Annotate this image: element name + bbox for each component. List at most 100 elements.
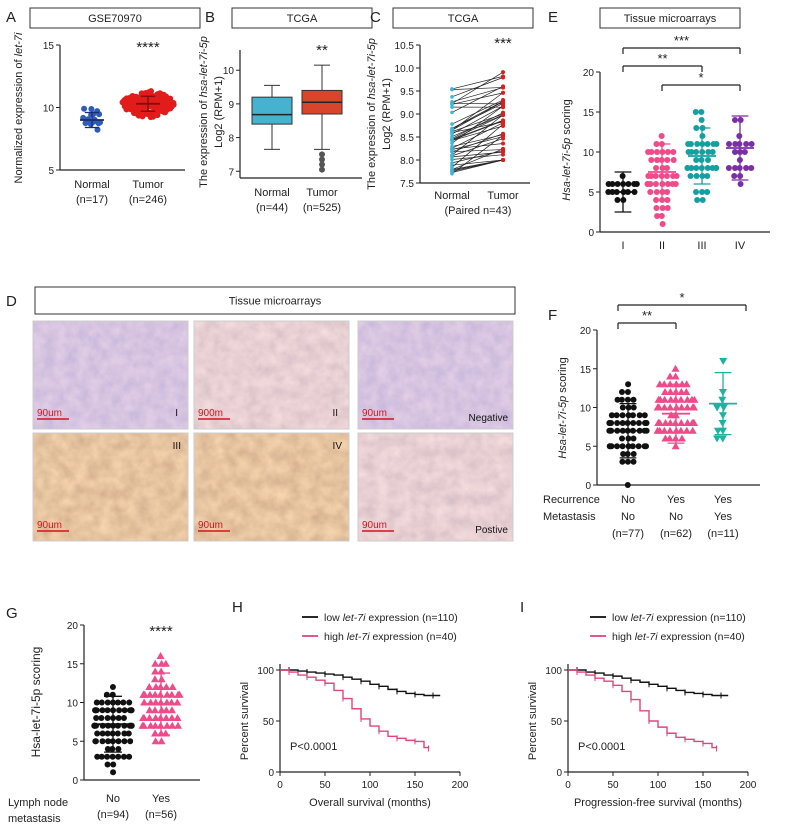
y-label-f: Hsa-let-7i-5p scoring [557,357,569,459]
score-f-2-point [660,403,669,411]
score-f-2-point [690,419,699,426]
score-f-1-point [619,404,626,411]
score-e-2-point [663,173,670,179]
score-f-2-point [654,395,663,403]
score-g-1-point [116,707,123,714]
km-curve-low [280,669,441,697]
score-e-4-point [736,133,743,139]
km-curve-high [280,669,430,749]
pair-line [451,76,504,90]
score-f-2-point [689,403,698,411]
score-g-2-point [151,714,160,721]
score-e-3-point [699,197,706,203]
tissue-image: 90um IV [193,432,350,542]
pair-line [451,71,504,104]
tumor-point [501,141,505,146]
score-f-2-point [653,403,662,411]
normal-point [450,157,454,162]
score-g-1-point [98,699,105,706]
score-g-1-point [104,753,111,760]
score-e-3-point [693,157,700,163]
score-f-1-point [630,420,637,426]
tissue-texture [33,321,188,429]
x-cat-n-a: (n=17) [76,194,108,206]
score-e-3-point [685,141,692,147]
score-f-1-point [614,420,621,426]
score-g-2-point [162,706,171,714]
outlier-point [319,151,325,158]
score-g-2-point [146,721,155,729]
score-e-2-point [654,157,661,163]
score-e-2-point [664,189,671,195]
score-g-1-point [121,738,128,745]
score-f-1-point [613,412,620,419]
tumor-point [156,104,163,111]
score-g-2-point [173,714,182,721]
axis-b-tick-label: 8 [228,134,234,145]
axis-e-tick-label: 0 [588,228,594,239]
score-f-2-point [666,395,675,403]
score-e-3-point [704,189,711,195]
score-e-4-point [743,141,750,147]
score-e-2-point [653,165,660,171]
header-b-box [231,7,373,29]
tissue-texture [358,433,513,541]
score-f-1-point [624,389,631,395]
score-g-1-point [92,707,99,714]
tissue-frame [32,320,189,430]
axis-e-tick-label: 10 [583,148,595,159]
score-e-1-point [625,181,632,187]
score-e-3-point [687,173,694,179]
score-f-2-point [678,434,687,442]
score-e-2-point [670,149,677,155]
score-f-1-point [635,420,642,426]
score-f-2-point [666,426,675,434]
panel-letter-a: A [6,9,16,26]
tumor-point [501,134,505,139]
panel-letter-f: F [548,307,557,324]
score-f-2-point [677,403,686,411]
score-f-1-point [619,443,626,450]
pair-line [451,121,504,133]
axis-b-tick-label: 9 [228,100,234,111]
normal-point [450,102,454,107]
x-tick-label-i: 200 [740,780,757,791]
normal-point [450,95,454,99]
plot-layer: A GSE70970 5 10 15 Normalized expression of l… [6,7,770,825]
axis-f-tick-label: 15 [580,365,592,376]
pval-i: P<0.0001 [578,741,625,753]
score-e-3-point [694,197,701,203]
tissue-texture [33,433,188,541]
x-label-h: Overall survival (months) [309,797,431,809]
sig-e-1-label: *** [674,33,689,48]
score-g-2-point [138,721,147,729]
score-f-1-point [618,389,625,395]
axis-f-tick-label: 5 [585,442,591,453]
normal-point [450,126,454,131]
score-e-4-point [726,141,733,147]
y-label-e: Hsa-let-7i-5p scoring [561,99,573,201]
score-e-2-point [652,173,659,179]
tissue-image: 90um Negative [357,320,514,430]
score-e-2-point [659,221,666,227]
score-f-2-point [683,403,692,411]
score-e-2-point [647,189,654,195]
tissue-tag: III [173,441,181,452]
scale-label: 90um [362,520,387,531]
score-g-1-point [125,730,132,737]
axis-b-tick-label: 7 [228,167,234,178]
normal-point [450,168,454,173]
score-f-1-point [641,412,648,419]
pair-line [451,124,504,168]
normal-point [450,147,454,152]
pair-line [451,77,504,98]
score-g-1-point [128,722,135,729]
score-f-1-point [629,443,636,450]
pair-line [451,114,504,156]
x-cat-n-a: (n=246) [129,194,167,206]
score-e-2-point [664,181,671,187]
tissue-frame [193,320,350,430]
score-e-4-point [737,117,744,123]
score-g-1-point [121,730,128,737]
score-f-2-point [682,380,691,388]
